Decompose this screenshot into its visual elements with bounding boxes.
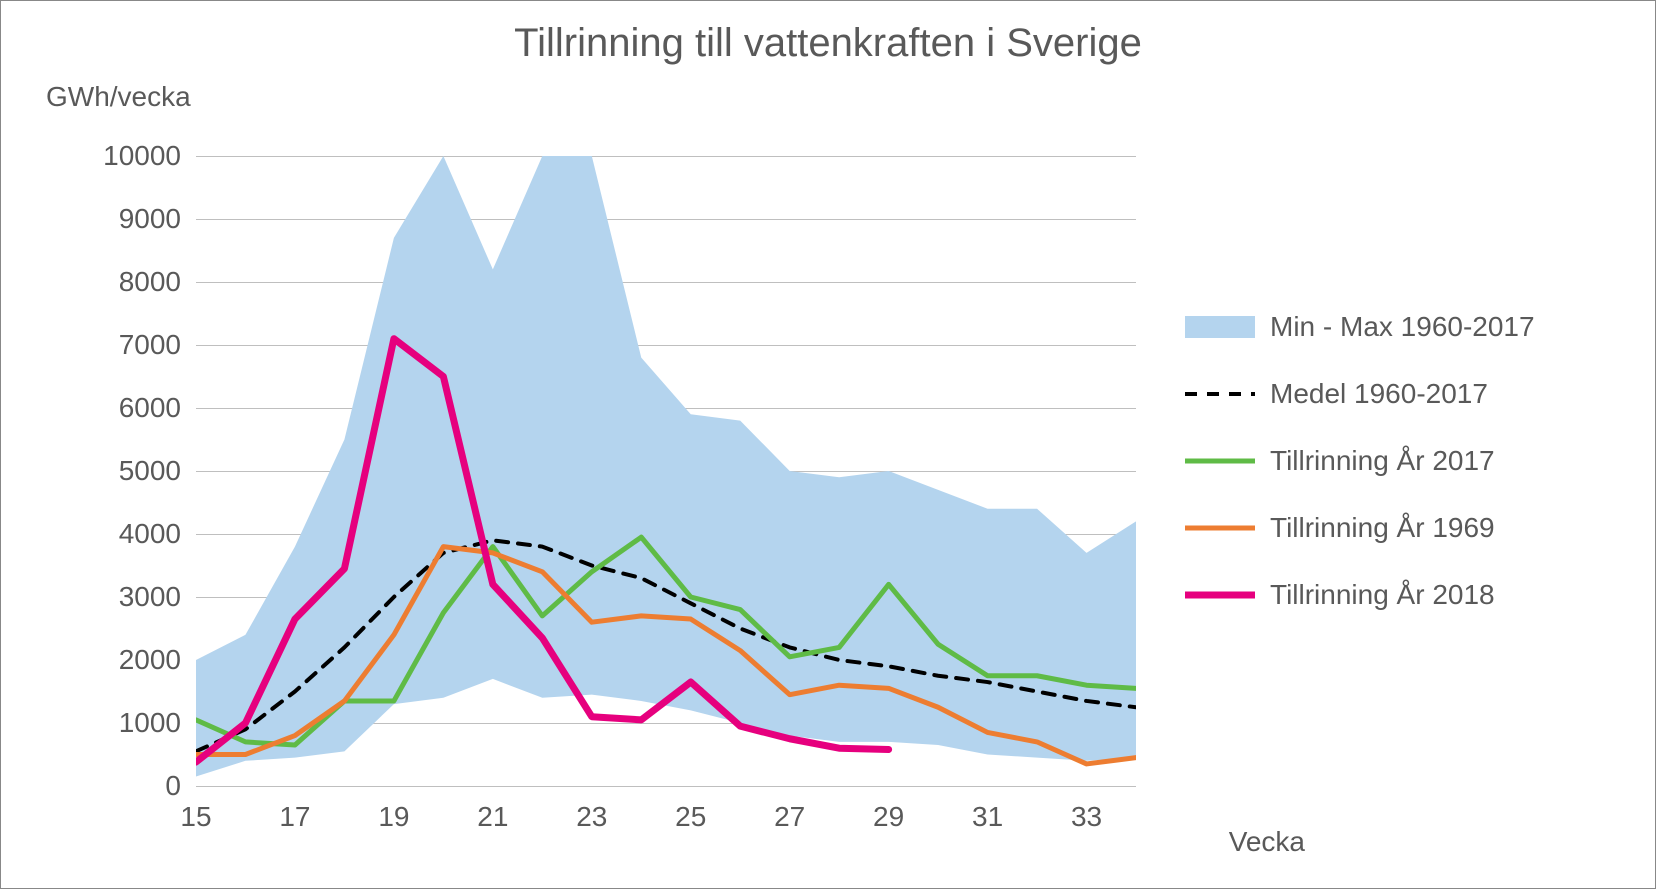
legend-label: Tillrinning År 1969 bbox=[1270, 512, 1495, 544]
y-tick-label: 10000 bbox=[103, 140, 181, 172]
x-tick-label: 31 bbox=[972, 801, 1003, 833]
x-tick-label: 21 bbox=[477, 801, 508, 833]
y-tick-label: 5000 bbox=[119, 455, 181, 487]
legend-item: Tillrinning År 2017 bbox=[1185, 445, 1615, 477]
legend-item: Medel 1960-2017 bbox=[1185, 378, 1615, 410]
legend: Min - Max 1960-2017 Medel 1960-2017 Tillri… bbox=[1185, 311, 1615, 646]
y-tick-label: 1000 bbox=[119, 707, 181, 739]
y-axis-label: GWh/vecka bbox=[46, 81, 191, 113]
y-tick-label: 7000 bbox=[119, 329, 181, 361]
x-tick-label: 23 bbox=[576, 801, 607, 833]
x-tick-label: 19 bbox=[378, 801, 409, 833]
chart-container: Tillrinning till vattenkraften i Sverige… bbox=[0, 0, 1656, 889]
legend-swatch bbox=[1185, 514, 1255, 542]
legend-item: Tillrinning År 2018 bbox=[1185, 579, 1615, 611]
y-tick-label: 3000 bbox=[119, 581, 181, 613]
chart-title: Tillrinning till vattenkraften i Sverige bbox=[1, 21, 1655, 66]
x-axis-label: Vecka bbox=[1229, 826, 1305, 858]
x-tick-label: 15 bbox=[180, 801, 211, 833]
legend-swatch bbox=[1185, 313, 1255, 341]
x-tick-label: 25 bbox=[675, 801, 706, 833]
legend-swatch bbox=[1185, 380, 1255, 408]
y-tick-label: 8000 bbox=[119, 266, 181, 298]
y-tick-label: 9000 bbox=[119, 203, 181, 235]
x-tick-label: 17 bbox=[279, 801, 310, 833]
minmax-area bbox=[196, 156, 1136, 777]
legend-label: Min - Max 1960-2017 bbox=[1270, 311, 1535, 343]
legend-label: Medel 1960-2017 bbox=[1270, 378, 1488, 410]
legend-item: Min - Max 1960-2017 bbox=[1185, 311, 1615, 343]
y-tick-label: 2000 bbox=[119, 644, 181, 676]
legend-label: Tillrinning År 2017 bbox=[1270, 445, 1495, 477]
legend-label: Tillrinning År 2018 bbox=[1270, 579, 1495, 611]
legend-swatch bbox=[1185, 581, 1255, 609]
legend-swatch bbox=[1185, 447, 1255, 475]
legend-item: Tillrinning År 1969 bbox=[1185, 512, 1615, 544]
plot-area: 0100020003000400050006000700080009000100… bbox=[196, 156, 1136, 786]
x-tick-label: 27 bbox=[774, 801, 805, 833]
series-svg bbox=[196, 156, 1136, 786]
y-tick-label: 4000 bbox=[119, 518, 181, 550]
x-tick-label: 29 bbox=[873, 801, 904, 833]
y-tick-label: 0 bbox=[165, 770, 181, 802]
grid-line bbox=[196, 786, 1136, 787]
x-tick-label: 33 bbox=[1071, 801, 1102, 833]
y-tick-label: 6000 bbox=[119, 392, 181, 424]
